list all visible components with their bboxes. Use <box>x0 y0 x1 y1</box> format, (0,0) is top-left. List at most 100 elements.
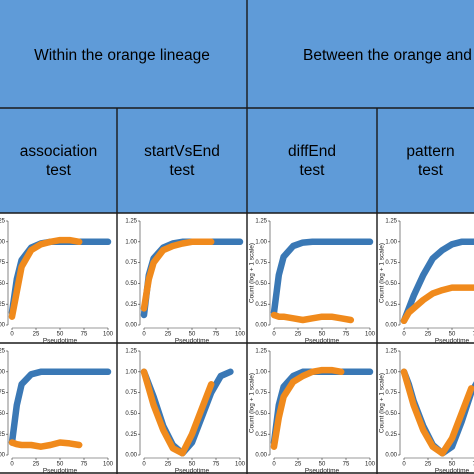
y-tick-label: 0.50 <box>0 281 6 287</box>
x-tick-label: 0 <box>272 462 276 468</box>
x-tick-label: 0 <box>142 332 146 338</box>
x-tick-label: 25 <box>165 332 172 338</box>
x-tick-label: 75 <box>81 332 88 338</box>
test-header: test <box>46 162 72 179</box>
y-tick-label: 0.50 <box>125 281 137 287</box>
y-axis-label: Count (log + 1 scale) <box>379 373 386 433</box>
y-tick-label: 0.75 <box>255 260 267 266</box>
x-tick-label: 50 <box>189 462 196 468</box>
y-tick-label: 1.00 <box>385 239 397 245</box>
test-header: test <box>170 162 196 179</box>
test-header: test <box>418 162 444 179</box>
group-header: Between the orange and <box>303 47 472 64</box>
y-tick-label: 1.25 <box>0 349 6 355</box>
x-tick-label: 50 <box>319 332 326 338</box>
series-line <box>8 439 83 450</box>
y-tick-label: 0.75 <box>125 390 137 396</box>
x-tick-label: 0 <box>402 332 406 338</box>
x-tick-label: 25 <box>295 332 302 338</box>
y-tick-label: 0.00 <box>0 323 6 329</box>
group-header: Within the orange lineage <box>34 47 210 64</box>
y-tick-label: 0.00 <box>125 323 137 329</box>
x-axis-label: Pseudotime <box>175 338 210 345</box>
series-line <box>270 311 355 324</box>
x-axis-label: Pseudotime <box>435 468 470 474</box>
series-line <box>8 368 112 446</box>
series-line <box>140 238 215 312</box>
y-tick-label: 0.00 <box>255 453 267 459</box>
x-tick-label: 75 <box>343 462 350 468</box>
y-tick-label: 1.25 <box>125 219 137 225</box>
y-tick-label: 1.25 <box>385 349 397 355</box>
x-tick-label: 50 <box>319 462 326 468</box>
series-line <box>400 284 474 325</box>
x-axis-label: Pseudotime <box>175 468 210 474</box>
y-tick-label: 0.50 <box>125 411 137 417</box>
test-header: diffEnd <box>288 143 336 160</box>
y-axis-label: Count (log + 1 scale) <box>249 373 256 433</box>
x-tick-label: 100 <box>235 462 246 468</box>
chart-panel: 0.000.250.500.751.001.250255075100Pseudo… <box>379 219 474 345</box>
x-tick-label: 75 <box>81 462 88 468</box>
x-tick-label: 75 <box>343 332 350 338</box>
test-header: association <box>20 143 98 160</box>
x-tick-label: 0 <box>10 462 14 468</box>
y-tick-label: 0.25 <box>385 432 397 438</box>
y-tick-label: 0.75 <box>255 390 267 396</box>
y-tick-label: 0.00 <box>385 453 397 459</box>
x-tick-label: 75 <box>473 332 474 338</box>
x-tick-label: 100 <box>103 462 114 468</box>
y-tick-label: 0.00 <box>385 323 397 329</box>
x-tick-label: 25 <box>295 462 302 468</box>
y-tick-label: 0.25 <box>385 302 397 308</box>
x-tick-label: 50 <box>449 462 456 468</box>
x-axis-label: Pseudotime <box>435 338 470 345</box>
series-line <box>8 236 83 320</box>
series-line <box>270 238 374 316</box>
chart-panel: 0.000.250.500.751.001.250255075100Pseudo… <box>379 349 474 474</box>
header-background <box>0 0 474 213</box>
series-line <box>140 368 215 457</box>
y-tick-label: 0.50 <box>255 411 267 417</box>
x-tick-label: 0 <box>402 462 406 468</box>
x-tick-label: 25 <box>33 332 40 338</box>
test-header: pattern <box>406 143 454 160</box>
x-tick-label: 75 <box>473 462 474 468</box>
x-tick-label: 25 <box>425 462 432 468</box>
y-tick-label: 0.50 <box>0 411 6 417</box>
y-tick-label: 0.00 <box>125 453 137 459</box>
y-tick-label: 0.75 <box>385 390 397 396</box>
y-tick-label: 0.75 <box>0 390 6 396</box>
y-tick-label: 1.25 <box>255 219 267 225</box>
x-tick-label: 0 <box>10 332 14 338</box>
y-tick-label: 0.75 <box>0 260 6 266</box>
y-tick-label: 1.00 <box>125 239 137 245</box>
x-tick-label: 0 <box>272 332 276 338</box>
x-tick-label: 50 <box>57 462 64 468</box>
x-axis-label: Pseudotime <box>43 338 78 345</box>
y-tick-label: 1.00 <box>0 239 6 245</box>
y-tick-label: 1.00 <box>255 239 267 245</box>
y-tick-label: 0.50 <box>255 281 267 287</box>
y-tick-label: 1.25 <box>255 349 267 355</box>
x-tick-label: 50 <box>57 332 64 338</box>
y-tick-label: 1.00 <box>255 369 267 375</box>
y-tick-label: 0.25 <box>255 302 267 308</box>
y-tick-label: 1.00 <box>0 369 6 375</box>
y-tick-label: 0.00 <box>0 453 6 459</box>
y-tick-label: 1.25 <box>385 219 397 225</box>
y-tick-label: 1.25 <box>125 349 137 355</box>
chart-panel: 0.000.250.500.751.001.250255075100Pseudo… <box>0 219 114 345</box>
x-axis-label: Pseudotime <box>305 338 340 345</box>
y-tick-label: 1.00 <box>125 369 137 375</box>
test-header: test <box>300 162 326 179</box>
y-tick-label: 0.25 <box>0 302 6 308</box>
x-tick-label: 0 <box>142 462 146 468</box>
x-tick-label: 50 <box>449 332 456 338</box>
